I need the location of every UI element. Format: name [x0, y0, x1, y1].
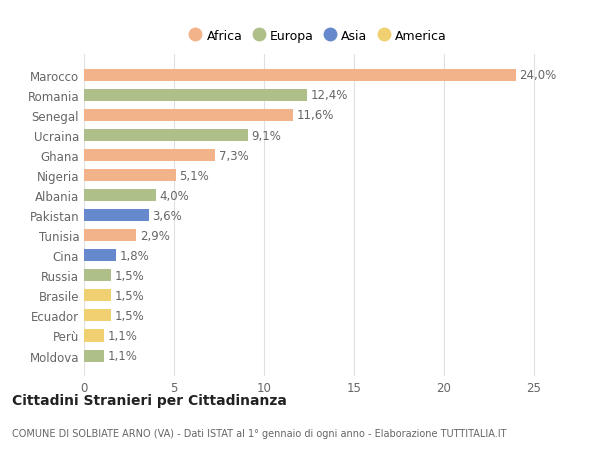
Bar	[84, 150, 215, 162]
Bar	[84, 330, 104, 342]
Text: 9,1%: 9,1%	[251, 129, 281, 142]
Bar	[84, 230, 136, 242]
Text: 11,6%: 11,6%	[296, 109, 334, 122]
Bar	[84, 310, 111, 322]
Bar	[84, 190, 156, 202]
Bar	[84, 210, 149, 222]
Legend: Africa, Europa, Asia, America: Africa, Europa, Asia, America	[185, 26, 451, 46]
Bar	[84, 350, 104, 362]
Bar	[84, 250, 116, 262]
Text: 1,1%: 1,1%	[107, 349, 137, 362]
Bar	[84, 130, 248, 142]
Text: 5,1%: 5,1%	[179, 169, 209, 182]
Text: 12,4%: 12,4%	[311, 89, 348, 102]
Bar	[84, 290, 111, 302]
Text: 1,5%: 1,5%	[115, 269, 145, 282]
Text: 1,5%: 1,5%	[115, 309, 145, 322]
Text: 7,3%: 7,3%	[219, 149, 249, 162]
Text: 2,9%: 2,9%	[140, 229, 170, 242]
Bar	[84, 110, 293, 122]
Text: COMUNE DI SOLBIATE ARNO (VA) - Dati ISTAT al 1° gennaio di ogni anno - Elaborazi: COMUNE DI SOLBIATE ARNO (VA) - Dati ISTA…	[12, 428, 506, 438]
Bar	[84, 270, 111, 282]
Text: Cittadini Stranieri per Cittadinanza: Cittadini Stranieri per Cittadinanza	[12, 393, 287, 407]
Bar	[84, 170, 176, 182]
Text: 1,8%: 1,8%	[120, 249, 150, 262]
Text: 3,6%: 3,6%	[152, 209, 182, 222]
Text: 4,0%: 4,0%	[160, 189, 190, 202]
Bar	[84, 90, 307, 102]
Text: 1,5%: 1,5%	[115, 289, 145, 302]
Text: 24,0%: 24,0%	[520, 69, 557, 82]
Text: 1,1%: 1,1%	[107, 329, 137, 342]
Bar	[84, 70, 516, 82]
